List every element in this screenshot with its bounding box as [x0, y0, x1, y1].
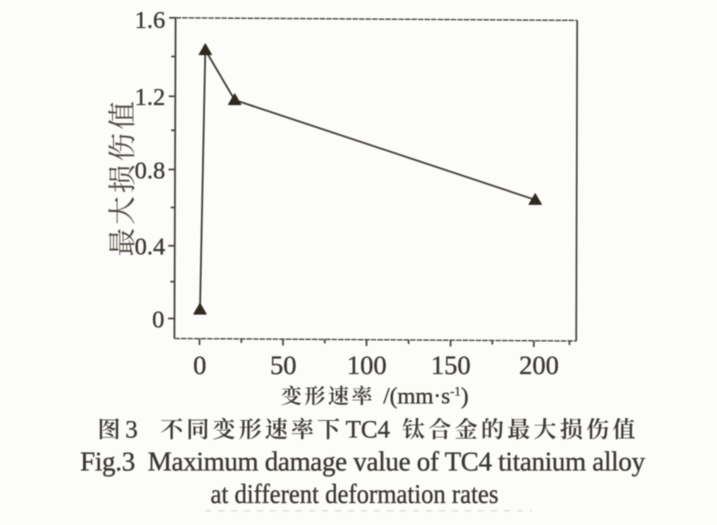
svg-text:/(mm·s-1): /(mm·s-1) [383, 383, 468, 409]
svg-text:50: 50 [270, 350, 297, 380]
svg-text:0.8: 0.8 [135, 157, 166, 184]
svg-text:0.4: 0.4 [135, 234, 166, 261]
svg-text:1.6: 1.6 [135, 7, 166, 34]
svg-text:3: 3 [125, 416, 138, 443]
svg-text:Fig.3 Maximum damage value of: Fig.3 Maximum damage value of TC4 titani… [80, 446, 646, 476]
svg-text:1.2: 1.2 [135, 84, 166, 111]
svg-text:150: 150 [431, 350, 471, 380]
svg-text:at different deformation rates: at different deformation rates [211, 479, 499, 509]
svg-text:200: 200 [519, 350, 559, 380]
svg-text:100: 100 [347, 350, 387, 380]
svg-text:0: 0 [193, 350, 206, 380]
svg-text:TC4: TC4 [346, 416, 391, 443]
svg-text:0: 0 [152, 306, 164, 333]
